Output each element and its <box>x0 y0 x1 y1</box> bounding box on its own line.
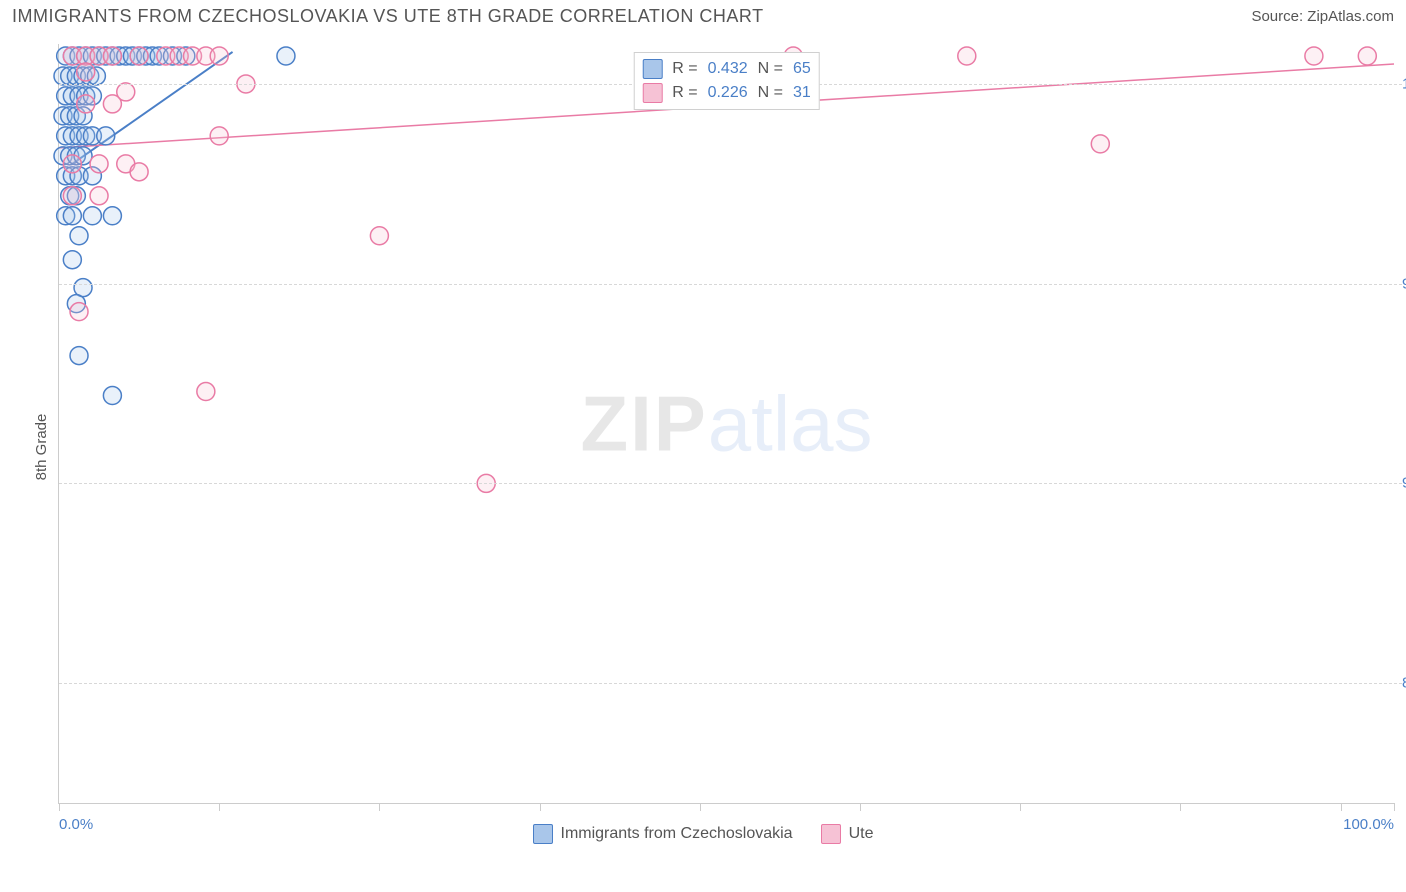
legend-label-series1: Immigrants from Czechoslovakia <box>561 825 793 843</box>
legend-item-series1: Immigrants from Czechoslovakia <box>533 824 793 844</box>
data-point <box>1305 47 1323 65</box>
n-label: N = <box>758 84 783 102</box>
x-tick <box>59 803 60 811</box>
n-label: N = <box>758 60 783 78</box>
gridline <box>59 483 1402 484</box>
data-point <box>210 127 228 145</box>
data-point <box>1358 47 1376 65</box>
chart-title: IMMIGRANTS FROM CZECHOSLOVAKIA VS UTE 8T… <box>12 6 764 27</box>
data-point <box>103 387 121 405</box>
swatch-series1-icon <box>533 824 553 844</box>
x-tick <box>1020 803 1021 811</box>
correlation-legend: R = 0.432 N = 65 R = 0.226 N = 31 <box>633 52 820 110</box>
data-point <box>77 95 95 113</box>
x-tick <box>379 803 380 811</box>
data-point <box>77 63 95 81</box>
n-value-series2: 31 <box>793 84 811 102</box>
gridline <box>59 284 1402 285</box>
legend-item-series2: Ute <box>821 824 874 844</box>
r-value-series1: 0.432 <box>708 60 748 78</box>
x-tick <box>219 803 220 811</box>
data-point <box>70 227 88 245</box>
data-point <box>97 127 115 145</box>
data-point <box>958 47 976 65</box>
data-point <box>103 47 121 65</box>
data-point <box>130 47 148 65</box>
scatter-svg <box>59 44 1394 803</box>
swatch-series1 <box>642 59 662 79</box>
y-axis-label: 8th Grade <box>33 414 50 481</box>
data-point <box>277 47 295 65</box>
data-point <box>63 155 81 173</box>
swatch-series2-icon <box>821 824 841 844</box>
data-point <box>370 227 388 245</box>
data-point <box>117 83 135 101</box>
data-point <box>103 207 121 225</box>
x-tick <box>700 803 701 811</box>
x-tick <box>860 803 861 811</box>
y-tick-label: 100.0% <box>1402 75 1406 92</box>
r-label: R = <box>672 60 697 78</box>
x-tick <box>1394 803 1395 811</box>
source-label: Source: ZipAtlas.com <box>1251 8 1394 25</box>
series-legend: Immigrants from Czechoslovakia Ute <box>12 824 1394 844</box>
legend-row-series1: R = 0.432 N = 65 <box>642 57 811 81</box>
data-point <box>90 187 108 205</box>
data-point <box>130 163 148 181</box>
chart-area: 8th Grade ZIPatlas R = 0.432 N = 65 R = … <box>12 44 1394 850</box>
y-tick-label: 95.0% <box>1402 275 1406 292</box>
data-point <box>83 207 101 225</box>
r-label: R = <box>672 84 697 102</box>
plot-area: ZIPatlas R = 0.432 N = 65 R = 0.226 N = … <box>58 44 1394 804</box>
data-point <box>210 47 228 65</box>
header: IMMIGRANTS FROM CZECHOSLOVAKIA VS UTE 8T… <box>0 0 1406 37</box>
data-point <box>63 207 81 225</box>
x-tick <box>540 803 541 811</box>
y-tick-label: 90.0% <box>1402 475 1406 492</box>
data-point <box>63 187 81 205</box>
data-point <box>1091 135 1109 153</box>
legend-label-series2: Ute <box>849 825 874 843</box>
data-point <box>197 383 215 401</box>
data-point <box>70 303 88 321</box>
swatch-series2 <box>642 83 662 103</box>
y-tick-label: 85.0% <box>1402 675 1406 692</box>
data-point <box>70 347 88 365</box>
data-point <box>63 251 81 269</box>
n-value-series1: 65 <box>793 60 811 78</box>
legend-row-series2: R = 0.226 N = 31 <box>642 81 811 105</box>
x-tick <box>1180 803 1181 811</box>
r-value-series2: 0.226 <box>708 84 748 102</box>
data-point <box>90 155 108 173</box>
gridline <box>59 683 1402 684</box>
x-tick <box>1341 803 1342 811</box>
